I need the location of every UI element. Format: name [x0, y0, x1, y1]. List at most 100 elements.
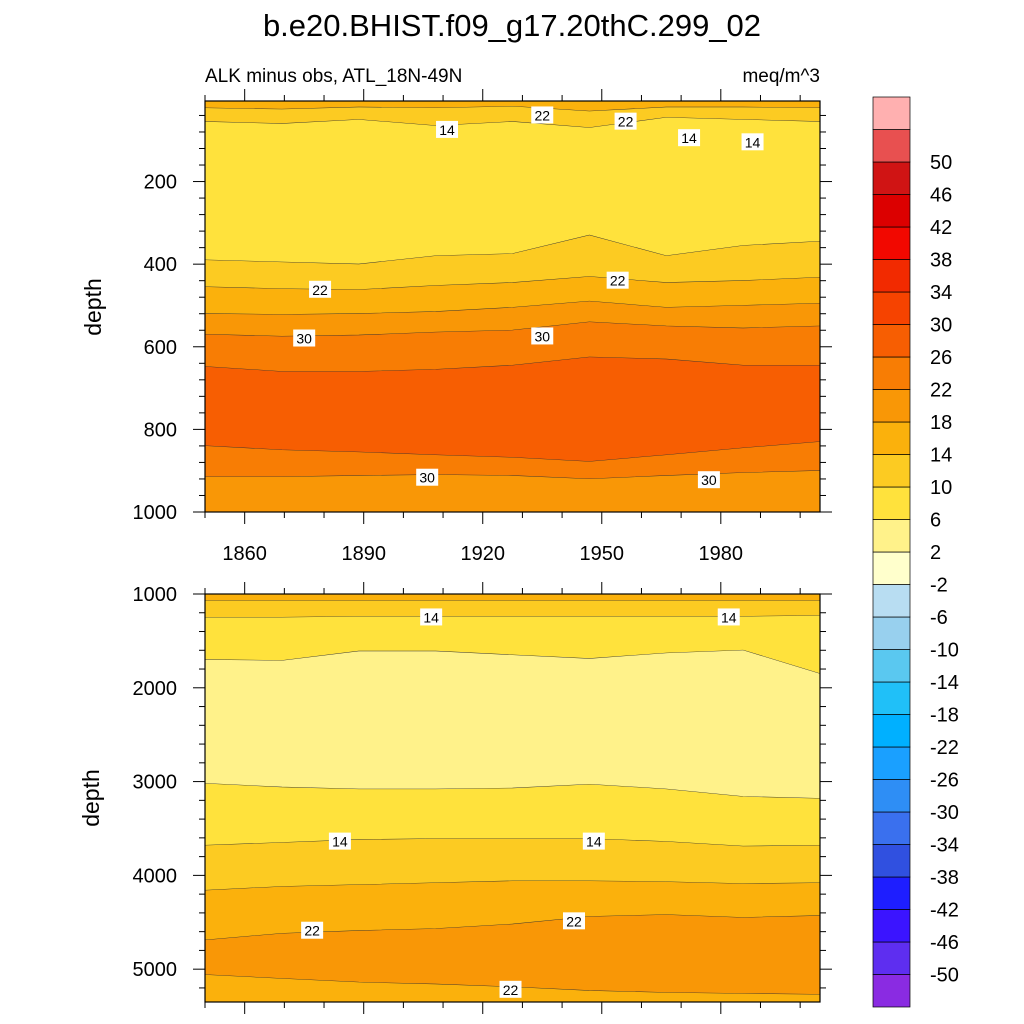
contour-label: 14	[439, 122, 455, 138]
colorbar-label: -18	[930, 705, 959, 727]
contour-label-box	[531, 106, 554, 124]
contour-label: 22	[534, 107, 550, 123]
contour-label-box	[531, 327, 554, 345]
colorbar-label: 2	[930, 542, 941, 564]
colorbar-label: 26	[930, 347, 952, 369]
colorbar-label: -30	[930, 802, 959, 824]
y-tick-label: 1000	[133, 584, 178, 606]
colorbar-swatch	[872, 324, 911, 358]
lower-contour-panel: 14 14 14 14 22 22 22 1000 2000 3000 4000 5000	[133, 582, 832, 1014]
colorbar-swatch	[872, 584, 911, 618]
contour-label-box	[420, 608, 443, 626]
y-tick-label: 800	[144, 419, 177, 441]
contour-band-0-9	[205, 470, 820, 512]
contour-label-box	[416, 468, 439, 486]
colorbar-swatch	[872, 421, 911, 455]
contour-label: 22	[610, 273, 626, 289]
upper-ylabel: depth	[80, 278, 106, 336]
contour-label: 30	[296, 331, 312, 347]
colorbar-swatch	[872, 941, 911, 975]
contour-label-box	[697, 471, 720, 489]
colorbar-swatch	[872, 96, 911, 130]
colorbar-label: -42	[930, 900, 959, 922]
colorbar-swatch	[872, 876, 911, 910]
figure-title: b.e20.BHIST.f09_g17.20thC.299_02	[263, 8, 761, 43]
colorbar-swatch	[872, 194, 911, 228]
plot-frame	[204, 100, 821, 513]
colorbar-swatch	[872, 649, 911, 683]
colorbar-label: -2	[930, 575, 948, 597]
contour-label-box	[301, 921, 324, 939]
colorbar-swatch	[872, 974, 911, 1008]
colorbar-swatch	[872, 389, 911, 423]
contour-label-box	[293, 329, 316, 347]
contour-label-box	[606, 271, 629, 289]
colorbar-swatch	[872, 746, 911, 780]
contour-label: 14	[681, 130, 697, 146]
colorbar-label: 14	[930, 445, 952, 467]
x-tick-label: 1950	[580, 543, 625, 565]
colorbar-swatch	[872, 486, 911, 520]
colorbar-label: 22	[930, 380, 952, 402]
colorbar-label: 30	[930, 315, 952, 337]
contour-label-box	[614, 112, 637, 130]
contour-band-0-7	[205, 357, 820, 462]
contour-label-box	[582, 832, 605, 850]
colorbar-label: -38	[930, 867, 959, 889]
colorbar-swatch	[872, 844, 911, 878]
lower-ylabel: depth	[78, 769, 104, 827]
contour-label-box	[499, 980, 522, 998]
contour-label: 14	[721, 609, 737, 625]
colorbar-label: 50	[930, 152, 952, 174]
contour-label: 22	[618, 114, 634, 130]
upper-contour-panel: 14 22 22 14 14 22 22 30 30 30 30 200 400 600 800 1000 18…	[133, 89, 832, 565]
colorbar-label: -10	[930, 640, 959, 662]
contour-band-0-2	[205, 117, 820, 265]
colorbar-swatch	[872, 129, 911, 163]
colorbar-label: 18	[930, 412, 952, 434]
contour-label: 30	[419, 470, 435, 486]
colorbar-label: 34	[930, 282, 952, 304]
colorbar-swatch	[872, 226, 911, 260]
contour-label: 14	[745, 134, 761, 150]
contour-label: 30	[534, 328, 550, 344]
y-tick-label: 200	[144, 172, 177, 194]
colorbar-label: -14	[930, 672, 959, 694]
contour-band-0-4	[205, 276, 820, 315]
contour-label: 14	[332, 834, 348, 850]
contour-band-1-3	[205, 650, 820, 799]
colorbar-swatch	[872, 291, 911, 325]
contour-band-1-0	[205, 594, 820, 601]
contour-label: 22	[304, 923, 320, 939]
colorbar-label: 38	[930, 250, 952, 272]
colorbar-swatch	[872, 779, 911, 813]
colorbar-label: 46	[930, 185, 952, 207]
contour-label: 14	[423, 609, 439, 625]
colorbar-swatch	[872, 519, 911, 553]
contour-band-0-1	[205, 106, 820, 128]
colorbar-swatch	[872, 454, 911, 488]
y-tick-label: 1000	[133, 502, 178, 524]
colorbar: -50-46-42-38-34-30-26-22-18-14-10-6-2261…	[872, 96, 959, 1008]
colorbar-label: 42	[930, 217, 952, 239]
upper-left-label: ALK minus obs, ATL_18N-49N	[205, 66, 462, 87]
contour-band-1-4	[205, 783, 820, 847]
colorbar-swatch	[872, 356, 911, 390]
colorbar-swatch	[872, 681, 911, 715]
contour-band-0-6	[205, 322, 820, 372]
colorbar-swatch	[872, 714, 911, 748]
contour-label-box	[328, 832, 351, 850]
y-tick-label: 600	[144, 337, 177, 359]
contour-band-0-8	[205, 441, 820, 479]
contour-band-1-7	[205, 914, 820, 995]
contour-label: 14	[586, 834, 602, 850]
contour-label: 22	[503, 982, 519, 998]
x-tick-label: 1980	[699, 543, 744, 565]
colorbar-label: 6	[930, 510, 941, 532]
y-tick-label: 2000	[133, 678, 178, 700]
contour-band-0-3	[205, 235, 820, 290]
contour-label: 22	[312, 282, 328, 298]
upper-right-label: meq/m^3	[742, 66, 820, 87]
contour-band-1-2	[205, 615, 820, 674]
